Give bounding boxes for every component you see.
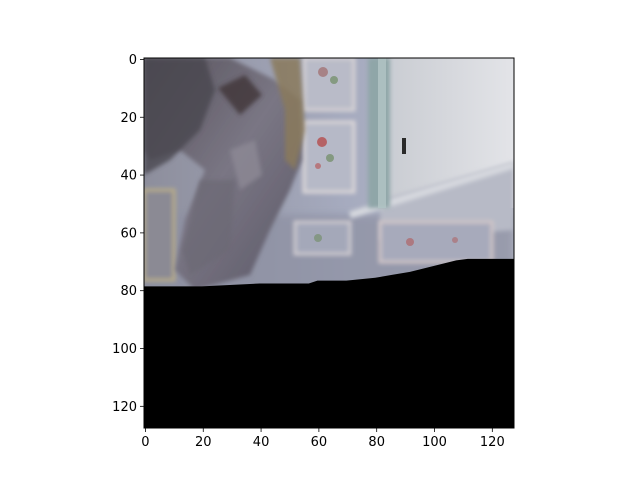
x-tick-label: 0 bbox=[141, 435, 149, 450]
wall-panel-lower-left bbox=[293, 220, 352, 256]
x-tick-label: 120 bbox=[480, 435, 505, 450]
axes-frame bbox=[143, 57, 515, 429]
hair-strand bbox=[270, 58, 305, 170]
wall-panel-middle bbox=[302, 120, 356, 194]
wall-panel-left bbox=[144, 188, 176, 282]
wall-panel-lower-right bbox=[378, 220, 494, 264]
photo-image bbox=[144, 58, 514, 428]
y-tick-label: 80 bbox=[120, 284, 137, 299]
masked-region bbox=[144, 258, 514, 428]
x-tick-label: 40 bbox=[253, 435, 270, 450]
y-tick-label: 60 bbox=[120, 226, 137, 241]
y-tick-label: 100 bbox=[112, 342, 137, 357]
y-tick-label: 120 bbox=[112, 400, 137, 415]
y-tick-label: 20 bbox=[120, 111, 137, 126]
y-axis-ticks: 0 20 40 60 80 100 120 bbox=[112, 53, 144, 415]
window-frame-highlight bbox=[378, 58, 386, 208]
x-tick-label: 60 bbox=[311, 435, 328, 450]
figure-silhouette bbox=[144, 58, 305, 290]
dark-mark bbox=[402, 138, 406, 154]
x-axis-ticks: 0 20 40 60 80 100 120 bbox=[141, 428, 505, 450]
x-tick-label: 20 bbox=[195, 435, 212, 450]
y-tick-label: 40 bbox=[120, 169, 137, 184]
y-tick-label: 0 bbox=[129, 53, 137, 68]
x-tick-label: 100 bbox=[422, 435, 447, 450]
x-tick-label: 80 bbox=[368, 435, 385, 450]
wall-panel-upper bbox=[302, 58, 356, 112]
